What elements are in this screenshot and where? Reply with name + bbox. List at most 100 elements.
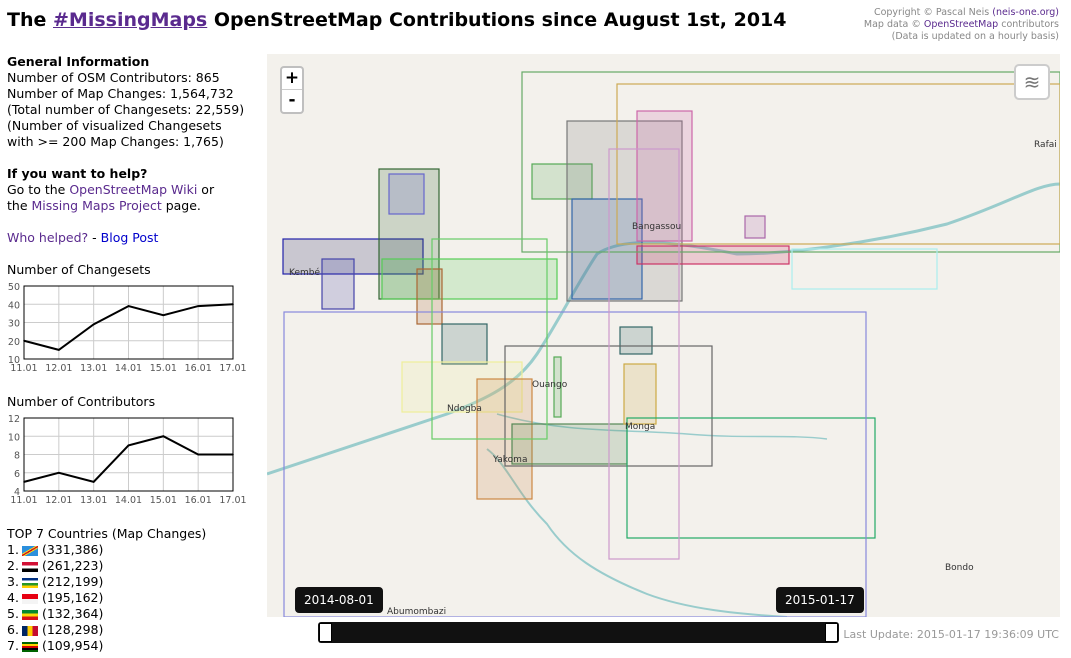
x-tick-label: 15.01 [150, 495, 177, 506]
town-label: Bangassou [632, 222, 682, 232]
help-heading: If you want to help? [7, 166, 148, 181]
country-value: (212,199) [41, 574, 104, 589]
data-point [23, 339, 25, 342]
country-rank: 1. [7, 542, 19, 557]
country-rank: 2. [7, 558, 19, 573]
osm-wiki-link[interactable]: OpenStreetMap Wiki [69, 182, 198, 197]
data-point [23, 481, 25, 483]
who-helped-link[interactable]: Who helped? [7, 230, 89, 245]
zoom-control: + - [280, 66, 304, 114]
osm-link[interactable]: OpenStreetMap [923, 19, 999, 30]
sidebar: General Information Number of OSM Contri… [7, 54, 262, 246]
missingmaps-link[interactable]: #MissingMaps [53, 9, 208, 31]
country-rank: 3. [7, 574, 19, 589]
country-value: (128,298) [41, 622, 104, 637]
x-tick-label: 14.01 [115, 495, 142, 506]
data-point [162, 435, 165, 438]
x-tick-label: 17.01 [219, 495, 246, 506]
town-label: Abumombazi [387, 607, 447, 617]
x-tick-label: 15.01 [150, 363, 177, 374]
data-point [127, 305, 130, 307]
top-countries: TOP 7 Countries (Map Changes) 1. (331,386… [7, 526, 206, 654]
blog-post-link[interactable]: Blog Post [100, 230, 159, 245]
country-value: (331,386) [41, 542, 104, 557]
data-point [232, 303, 234, 306]
country-item: 2. (261,223) [7, 558, 206, 574]
x-tick-label: 14.01 [115, 363, 142, 374]
general-heading: General Information [7, 54, 150, 69]
x-tick-label: 11.01 [10, 363, 37, 374]
data-point [197, 453, 199, 456]
town-label: Bondo [945, 563, 974, 573]
layers-button[interactable]: ≋ [1014, 64, 1050, 100]
x-tick-label: 12.01 [45, 495, 72, 506]
x-tick-label: 16.01 [185, 363, 212, 374]
plot-frame [23, 285, 234, 360]
flag-sudan-icon [21, 561, 38, 572]
country-value: (261,223) [41, 558, 104, 573]
y-tick-label: 12 [8, 414, 20, 425]
start-date-tooltip: 2014-08-01 [295, 587, 383, 613]
town-label: Yakoma [493, 455, 528, 465]
x-tick-label: 17.01 [219, 363, 246, 374]
chart-title: Number of Contributors [7, 394, 156, 409]
flag-dr-congo-icon [21, 545, 38, 556]
country-rank: 7. [7, 638, 19, 653]
data-point [58, 471, 60, 474]
country-rank: 4. [7, 590, 19, 605]
neis-one-link[interactable]: (neis-one.org) [992, 7, 1059, 18]
town-label: Kembé [289, 268, 321, 278]
map[interactable]: Bangassou Rafai Kembé Ouango Ndogba Mong… [267, 54, 1060, 617]
y-tick-label: 4 [14, 487, 20, 498]
page-title: The #MissingMaps OpenStreetMap Contribut… [7, 9, 787, 31]
country-item: 4. (195,162) [7, 590, 206, 606]
y-tick-label: 20 [8, 337, 20, 348]
x-tick-label: 12.01 [45, 363, 72, 374]
data-point [92, 481, 95, 483]
data-point [58, 349, 60, 351]
country-item: 6. (128,298) [7, 622, 206, 638]
y-tick-label: 10 [8, 355, 20, 366]
y-tick-label: 30 [8, 319, 20, 330]
flag-zimbabwe-icon [21, 641, 38, 652]
country-item: 3. (212,199) [7, 574, 206, 590]
map-changes-count: Number of Map Changes: 1,564,732 [7, 86, 234, 101]
country-rank: 5. [7, 606, 19, 621]
x-tick-label: 11.01 [10, 495, 37, 506]
timeline-slider[interactable] [318, 622, 839, 643]
chart-title: Number of Changesets [7, 262, 151, 277]
zoom-out-button[interactable]: - [288, 90, 296, 110]
y-tick-label: 8 [14, 451, 20, 462]
contributors-chart: Number of Contributors 11.01 12.01 13.01 14… [7, 394, 257, 506]
country-rank: 6. [7, 622, 19, 637]
country-item: 7. (109,954) [7, 638, 206, 654]
copyright: Copyright © Pascal Neis (neis-one.org) M… [863, 7, 1059, 42]
start-handle[interactable] [319, 623, 332, 642]
changesets-count: (Total number of Changesets: 22,559) [7, 102, 245, 117]
country-value: (132,364) [41, 606, 104, 621]
country-value: (195,162) [41, 590, 104, 605]
flag-chad-icon [21, 625, 38, 636]
missing-maps-link[interactable]: Missing Maps Project [31, 198, 162, 213]
y-tick-label: 10 [8, 432, 20, 443]
visualized-note: (Number of visualized Changesets [7, 118, 222, 133]
last-update: Last Update: 2015-01-17 19:36:09 UTC [843, 628, 1059, 641]
y-tick-label: 40 [8, 300, 20, 311]
country-item: 1. (331,386) [7, 542, 206, 558]
x-tick-label: 13.01 [80, 363, 107, 374]
end-handle[interactable] [825, 623, 838, 642]
data-point [127, 444, 130, 447]
country-item: 5. (132,364) [7, 606, 206, 622]
data-point [197, 305, 199, 307]
end-date-tooltip: 2015-01-17 [776, 587, 864, 613]
town-label: Monga [625, 422, 656, 432]
zoom-in-button[interactable]: + [282, 68, 302, 90]
x-tick-label: 16.01 [185, 495, 212, 506]
contributors-count: Number of OSM Contributors: 865 [7, 70, 220, 85]
town-label: Ouango [532, 380, 568, 390]
town-label: Rafai [1034, 140, 1057, 150]
layers-icon: ≋ [1023, 70, 1041, 94]
y-tick-label: 50 [8, 282, 20, 293]
data-point [232, 453, 234, 456]
data-point [162, 314, 165, 316]
